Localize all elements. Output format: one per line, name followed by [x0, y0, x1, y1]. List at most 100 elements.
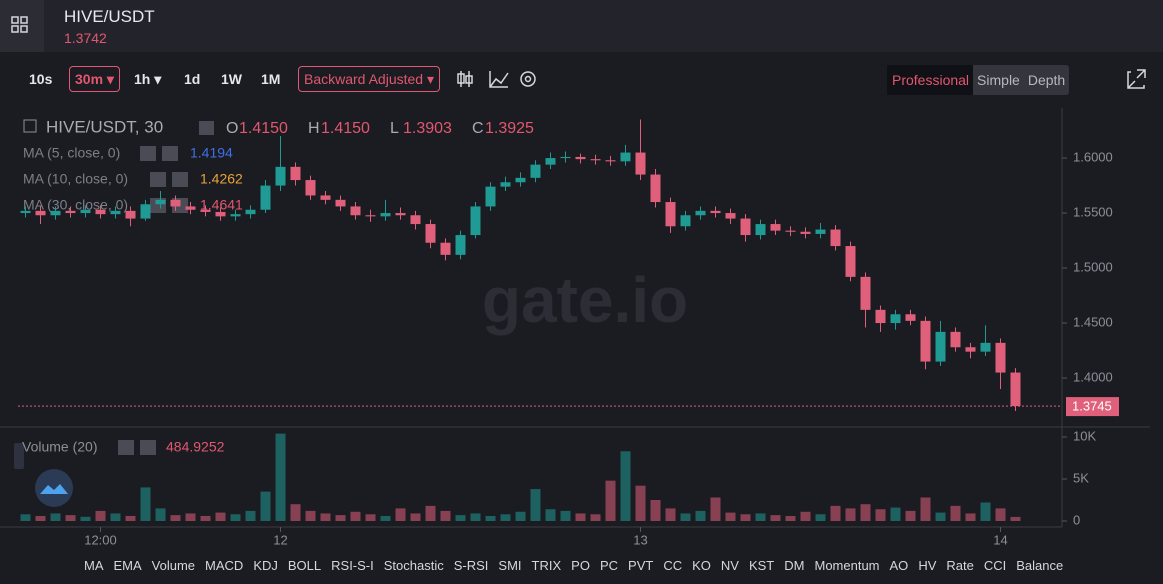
ma-value: 1.4194 [190, 145, 233, 161]
volume-bar [425, 505, 436, 521]
watermark: gate.io [482, 264, 688, 336]
volume-bar [125, 515, 136, 521]
interval[interactable]: 30m ▾ [69, 66, 120, 92]
interval[interactable]: 1h ▾ [134, 71, 162, 87]
volume-bar [65, 515, 76, 521]
candle-body [665, 202, 676, 227]
interval[interactable]: 1M [261, 71, 281, 87]
candle-body [80, 209, 91, 214]
candle-body [725, 213, 736, 219]
ma-label: MA (30, close, 0) [23, 197, 128, 213]
indicator[interactable]: MA [84, 558, 104, 573]
close-button[interactable] [162, 146, 178, 161]
indicator[interactable]: HV [918, 558, 937, 573]
candle-body [695, 210, 706, 216]
candle-body [620, 152, 631, 162]
indicator[interactable]: PC [599, 558, 619, 573]
settings-button[interactable] [150, 172, 166, 187]
indicator[interactable]: DM [784, 558, 805, 573]
interval[interactable]: 1d [184, 71, 201, 87]
collapse-box[interactable] [23, 119, 37, 133]
volume-bar [875, 509, 886, 521]
volume-bar [110, 513, 121, 521]
candle-body [635, 152, 646, 175]
candle-body [155, 199, 166, 205]
indicator[interactable]: Stochastic [383, 558, 444, 573]
indicator[interactable]: Volume [151, 558, 196, 573]
indicator[interactable]: KDJ [253, 558, 278, 573]
settings-button[interactable] [199, 121, 214, 135]
candle-body [485, 186, 496, 207]
candle-body [740, 218, 751, 236]
volume-bar [935, 512, 946, 521]
indicator[interactable]: NV [720, 558, 739, 573]
settings-button[interactable] [118, 440, 134, 455]
volume-bar [455, 515, 466, 521]
indicator[interactable]: Rate [946, 558, 974, 573]
y-tick-label: 1.4000 [1073, 369, 1113, 384]
volume-bar [20, 514, 31, 521]
indicator[interactable]: MACD [205, 558, 244, 573]
view-option[interactable]: Depth [1027, 72, 1066, 88]
volume-bar [470, 513, 481, 521]
indicator[interactable]: RSI-S-I [331, 558, 374, 573]
indicator[interactable]: AO [889, 558, 909, 573]
adjust-select[interactable]: Backward Adjusted ▾ [298, 66, 440, 92]
indicator[interactable]: CC [663, 558, 683, 573]
candle-body [335, 199, 346, 207]
view-option[interactable]: Professional [887, 65, 974, 95]
logo-icon [40, 484, 68, 494]
indicator[interactable]: EMA [113, 558, 142, 573]
volume-bar [140, 487, 151, 521]
candle-body [545, 158, 556, 165]
close-button[interactable] [140, 440, 156, 455]
volume-tick-label: 10K [1073, 428, 1096, 443]
volume-bar [485, 515, 496, 521]
indicator[interactable]: KST [748, 558, 775, 573]
volume-bar [605, 480, 616, 521]
view-option[interactable]: Simple [977, 72, 1020, 88]
candle-body [125, 210, 136, 219]
ohlc-value: 1.4150 [321, 120, 370, 137]
volume-bar [305, 510, 316, 521]
x-tick-label: 12:00 [84, 532, 117, 547]
indicator[interactable]: PVT [628, 558, 654, 573]
candle-body [785, 230, 796, 232]
indicator[interactable]: TRIX [531, 558, 562, 573]
volume-bar [350, 511, 361, 521]
indicator[interactable]: PO [571, 558, 590, 573]
candle-body [890, 314, 901, 324]
volume-bar [440, 510, 451, 521]
volume-tick-label: 0 [1073, 512, 1080, 527]
indicator[interactable]: CCI [983, 558, 1007, 573]
candle-body [455, 235, 466, 255]
candle-body [200, 209, 211, 212]
volume-bar [80, 516, 91, 521]
volume-bar [35, 515, 46, 521]
ma-label: MA (5, close, 0) [23, 145, 120, 161]
indicator[interactable]: S-RSI [453, 558, 489, 573]
legend: HIVE/USDT, 30 O 1.4150 H 1.4150 L 1.3903 C 1.39… [23, 117, 534, 213]
volume-bar [845, 508, 856, 521]
view-switch: Professional Simple Depth [887, 65, 1070, 95]
interval[interactable]: 10s [29, 71, 53, 87]
logo-button[interactable] [35, 469, 73, 507]
indicator[interactable]: Momentum [814, 558, 880, 573]
indicator[interactable]: BOLL [287, 558, 322, 573]
interval[interactable]: 1W [221, 71, 242, 87]
legend-symbol: HIVE/USDT, 30 [46, 117, 163, 136]
indicator[interactable]: SMI [498, 558, 522, 573]
volume-bar [200, 515, 211, 521]
volume-bar [545, 509, 556, 521]
ohlc-key: L [390, 120, 399, 137]
menu-icon[interactable] [0, 0, 44, 52]
close-button[interactable] [172, 172, 188, 187]
volume-bar [635, 485, 646, 521]
last-price: 1.3742 [64, 30, 107, 46]
expand-tab[interactable] [14, 443, 24, 469]
candle-body [950, 331, 961, 348]
indicator[interactable]: Balance [1016, 558, 1064, 573]
volume-value: 484.9252 [166, 439, 225, 455]
indicator[interactable]: KO [692, 558, 711, 573]
settings-button[interactable] [140, 146, 156, 161]
